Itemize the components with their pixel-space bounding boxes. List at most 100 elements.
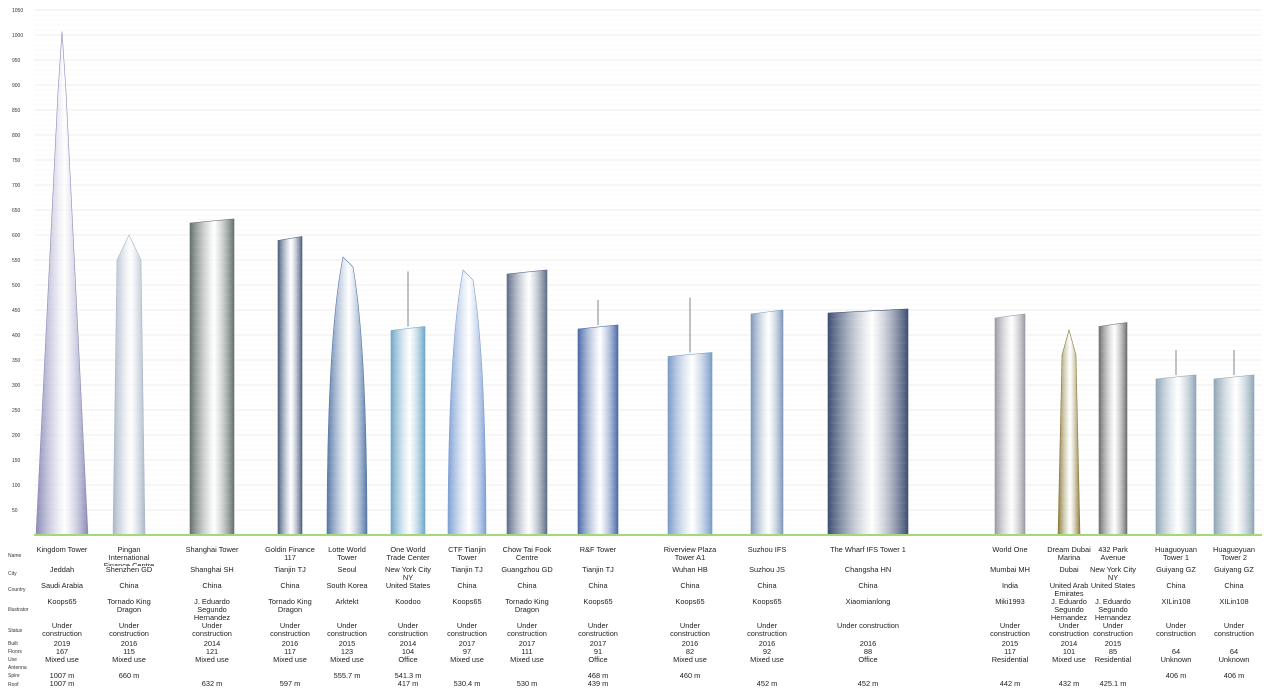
cell-built bbox=[1148, 640, 1204, 648]
cell-name: Suzhou IFS bbox=[747, 546, 787, 554]
cell-illustrator: XILin108 bbox=[1161, 598, 1191, 606]
cell-use: Mixed use bbox=[330, 656, 364, 664]
y-tick-label: 750 bbox=[12, 158, 21, 164]
cell-status: Under construction bbox=[747, 622, 787, 638]
cell-spire bbox=[439, 672, 495, 680]
row-label-use: Use bbox=[8, 657, 17, 663]
cell-roof: 452 m bbox=[756, 680, 778, 688]
cell-name: The Wharf IFS Tower 1 bbox=[830, 546, 906, 554]
y-tick-label: 200 bbox=[12, 433, 21, 439]
cell-name: 432 Park Avenue bbox=[1098, 546, 1128, 562]
cell-floors: 104 bbox=[401, 648, 415, 656]
cell-status: Under construction bbox=[42, 622, 82, 638]
cell-built: 2014 bbox=[1060, 640, 1078, 648]
cell-antenna bbox=[1085, 664, 1141, 672]
cell-antenna bbox=[982, 664, 1038, 672]
cell-use: Office bbox=[398, 656, 418, 664]
cell-built bbox=[1206, 640, 1262, 648]
cell-name: Riverview Plaza Tower A1 bbox=[663, 546, 717, 562]
y-tick-label: 350 bbox=[12, 358, 21, 364]
cell-built: 2015 bbox=[1104, 640, 1122, 648]
cell-floors: 101 bbox=[1062, 648, 1076, 656]
cell-use: Mixed use bbox=[750, 656, 784, 664]
cell-built: 2014 bbox=[203, 640, 221, 648]
cell-illustrator: Koodoo bbox=[395, 598, 421, 606]
cell-spire bbox=[808, 672, 928, 680]
cell-name: R&F Tower bbox=[579, 546, 617, 554]
cell-city: Tianjin TJ bbox=[274, 566, 306, 574]
cell-roof bbox=[319, 680, 375, 690]
cell-illustrator: Arktekt bbox=[335, 598, 359, 606]
cell-status: Under construction bbox=[507, 622, 547, 638]
y-tick-label: 1000 bbox=[12, 33, 23, 39]
cell-country: China bbox=[1166, 582, 1186, 590]
cell-status: Under construction bbox=[192, 622, 232, 638]
cell-city: Suzhou JS bbox=[749, 566, 785, 574]
cell-status: Under construction bbox=[270, 622, 310, 638]
cell-antenna bbox=[34, 664, 90, 672]
cell-city: New York City NY bbox=[384, 566, 431, 582]
row-label-status: Status bbox=[8, 628, 23, 634]
cell-roof: 597 m bbox=[279, 680, 301, 688]
cell-illustrator: Koops65 bbox=[452, 598, 482, 606]
cell-country: China bbox=[680, 582, 700, 590]
cell-country: United States bbox=[1090, 582, 1136, 590]
cell-spire: 468 m bbox=[587, 672, 609, 680]
cell-roof bbox=[1206, 680, 1262, 690]
y-tick-label: 900 bbox=[12, 83, 21, 89]
cell-spire: 555.7 m bbox=[333, 672, 361, 680]
y-tick-label: 100 bbox=[12, 483, 21, 489]
building-7 bbox=[447, 269, 487, 536]
cell-illustrator: Xiaomianlong bbox=[845, 598, 891, 606]
cell-use: Mixed use bbox=[195, 656, 229, 664]
cell-country: United Arab Emirates bbox=[1049, 582, 1089, 598]
cell-name: Dream Dubai Marina bbox=[1047, 546, 1091, 562]
y-tick-label: 450 bbox=[12, 308, 21, 314]
cell-antenna bbox=[319, 664, 375, 672]
cell-country: United States bbox=[385, 582, 431, 590]
cell-illustrator: Koops65 bbox=[752, 598, 782, 606]
y-tick-label: 250 bbox=[12, 408, 21, 414]
cell-antenna bbox=[184, 664, 240, 672]
cell-country: China bbox=[588, 582, 608, 590]
cell-built: 2016 bbox=[120, 640, 138, 648]
cell-floors: 167 bbox=[55, 648, 69, 656]
building-4 bbox=[277, 236, 303, 536]
row-label-built: Built bbox=[8, 641, 18, 647]
cell-name: One World Trade Center bbox=[386, 546, 430, 562]
cell-floors: 88 bbox=[863, 648, 873, 656]
cell-country: Saudi Arabia bbox=[41, 582, 83, 590]
cell-status: Under construction bbox=[578, 622, 618, 638]
building-1 bbox=[35, 31, 89, 536]
cell-use: Mixed use bbox=[1052, 656, 1086, 664]
cell-status: Under construction bbox=[388, 622, 428, 638]
cell-status: Under construction bbox=[109, 622, 149, 638]
cell-illustrator: Tornado King Dragon bbox=[107, 598, 151, 614]
cell-name: Chow Tai Fook Centre bbox=[502, 546, 552, 562]
cell-status: Under construction bbox=[447, 622, 487, 638]
cell-city: New York City NY bbox=[1089, 566, 1136, 582]
cell-use: Mixed use bbox=[450, 656, 484, 664]
row-label-country: Country bbox=[8, 587, 26, 593]
building-11 bbox=[750, 309, 784, 536]
cell-floors: 82 bbox=[685, 648, 695, 656]
cell-built: 2019 bbox=[53, 640, 71, 648]
y-tick-label: 150 bbox=[12, 458, 21, 464]
cell-use: Office bbox=[588, 656, 608, 664]
cell-antenna bbox=[808, 664, 928, 672]
cell-use: Mixed use bbox=[673, 656, 707, 664]
cell-use: Mixed use bbox=[510, 656, 544, 664]
y-tick-label: 950 bbox=[12, 58, 21, 64]
cell-city: Tianjin TJ bbox=[582, 566, 614, 574]
cell-name: Huaguoyuan Tower 2 bbox=[1213, 546, 1255, 562]
cell-roof: 530.4 m bbox=[453, 680, 481, 688]
cell-floors: 85 bbox=[1108, 648, 1118, 656]
cell-country: China bbox=[757, 582, 777, 590]
y-tick-label: 550 bbox=[12, 258, 21, 264]
y-tick-label: 850 bbox=[12, 108, 21, 114]
cell-antenna bbox=[1206, 664, 1262, 672]
cell-country: India bbox=[1001, 582, 1019, 590]
cell-status: Under construction bbox=[670, 622, 710, 638]
y-tick-label: 700 bbox=[12, 183, 21, 189]
cell-roof: 439 m bbox=[587, 680, 609, 688]
